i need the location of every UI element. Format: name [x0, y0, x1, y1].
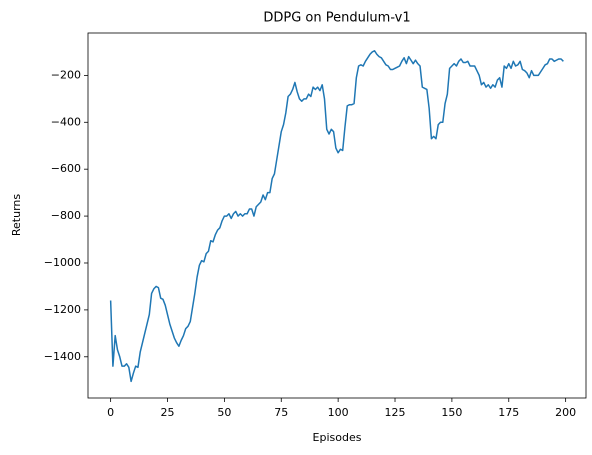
y-tick-label: −1000	[44, 256, 81, 269]
axes-frame	[87, 32, 587, 399]
y-tick-label: −1400	[44, 350, 81, 363]
x-axis-label: Episodes	[313, 431, 362, 444]
y-tick-label: −200	[51, 68, 81, 81]
x-tick-label: 0	[107, 406, 114, 419]
data-line	[109, 50, 564, 383]
y-tick-label: −400	[51, 115, 81, 128]
y-axis-label: Returns	[10, 194, 23, 237]
x-tick-label: 175	[498, 406, 519, 419]
y-tick-label: −600	[51, 162, 81, 175]
x-tick-label: 50	[217, 406, 231, 419]
x-tick-label: 200	[555, 406, 576, 419]
y-tick-label: −800	[51, 209, 81, 222]
x-tick-label: 100	[328, 406, 349, 419]
y-tick-label: −1200	[44, 303, 81, 316]
chart-title: DDPG on Pendulum-v1	[263, 11, 410, 26]
x-tick-label: 150	[441, 406, 462, 419]
x-tick-label: 125	[385, 406, 406, 419]
x-tick-label: 25	[161, 406, 175, 419]
x-tick-label: 75	[274, 406, 288, 419]
